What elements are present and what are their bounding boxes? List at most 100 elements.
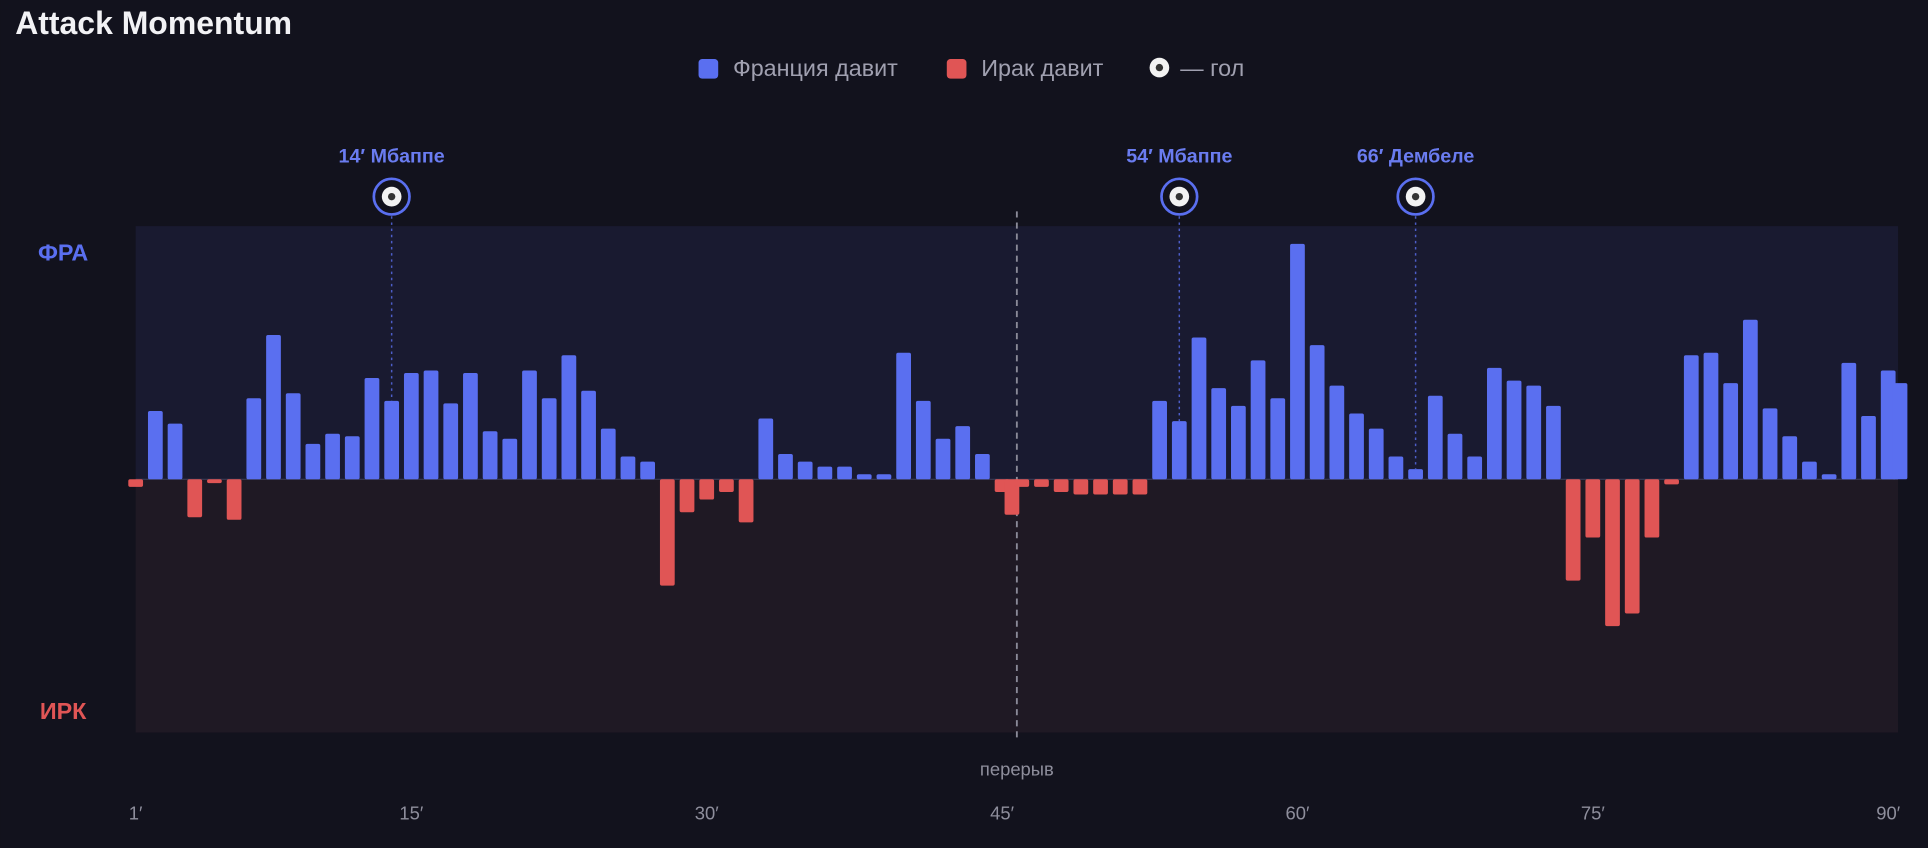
bar <box>1171 421 1187 480</box>
bar <box>581 390 596 480</box>
bar <box>1565 479 1581 581</box>
bar <box>1703 352 1719 480</box>
bar <box>1861 416 1876 480</box>
bar <box>541 398 557 480</box>
bar <box>1270 398 1286 480</box>
bar <box>167 423 183 480</box>
bar <box>1644 479 1660 538</box>
x-tick-label: 30′ <box>695 803 719 824</box>
bar <box>285 393 301 480</box>
bar <box>423 370 439 480</box>
bar <box>1427 395 1443 480</box>
bar <box>187 479 203 518</box>
bar <box>561 355 577 480</box>
bar <box>1762 408 1778 480</box>
x-tick-label: 90′ <box>1876 803 1900 824</box>
bar <box>1408 469 1423 480</box>
bar <box>1329 385 1345 480</box>
bar <box>1447 433 1463 480</box>
ball-icon <box>1149 57 1170 78</box>
bar <box>1290 243 1305 480</box>
bar <box>1605 479 1620 627</box>
bar <box>600 428 616 480</box>
bar <box>246 398 262 480</box>
bar <box>1191 337 1207 480</box>
bar <box>403 372 419 480</box>
bar <box>640 461 656 480</box>
bar <box>1742 319 1758 480</box>
legend-swatch <box>946 58 967 79</box>
goal-ball-patch <box>1411 192 1420 201</box>
bar <box>699 479 715 500</box>
bar <box>226 479 242 520</box>
bar <box>896 352 912 480</box>
bar <box>1664 479 1679 485</box>
bar <box>1546 405 1561 480</box>
bar <box>1132 479 1148 495</box>
bar <box>128 479 144 487</box>
goal-label: 66′ Дембеле <box>1357 145 1475 167</box>
bar <box>837 466 852 480</box>
bar <box>1841 362 1857 480</box>
bar <box>1880 370 1896 480</box>
legend-swatch <box>698 58 719 79</box>
bar <box>1349 413 1364 480</box>
chart-title: Attack Momentum <box>15 5 292 41</box>
team-label: ФРА <box>38 240 88 266</box>
x-tick-label: 1′ <box>129 803 143 824</box>
bar <box>463 372 478 480</box>
bar <box>1683 355 1699 480</box>
goal-ball-patch <box>1175 192 1183 201</box>
bar <box>1624 479 1640 614</box>
bar <box>1526 385 1542 480</box>
bar <box>1034 479 1049 487</box>
bar <box>719 479 734 492</box>
bar <box>502 438 518 480</box>
bar <box>620 456 636 480</box>
bar <box>384 400 400 480</box>
bar <box>305 443 321 480</box>
bar <box>1152 400 1167 480</box>
bar <box>955 426 971 480</box>
bar <box>1309 345 1325 480</box>
bar <box>522 370 537 480</box>
bar <box>1112 479 1128 495</box>
bar <box>1211 388 1227 480</box>
bar <box>817 466 833 480</box>
bar <box>1802 461 1817 480</box>
bar <box>147 410 163 480</box>
bar <box>1892 383 1908 480</box>
bar <box>758 418 774 480</box>
x-tick-label: 45′ <box>990 803 1014 824</box>
bar <box>364 378 380 480</box>
goal-label: 14′ Мбаппе <box>339 145 445 167</box>
legend-label: — гол <box>1180 55 1244 81</box>
bar <box>935 438 951 480</box>
bar <box>1506 380 1522 480</box>
bar <box>1053 479 1069 492</box>
bar <box>1073 479 1089 495</box>
bar <box>778 453 793 480</box>
bar <box>738 479 754 523</box>
halftime-label: перерыв <box>980 758 1054 779</box>
bar <box>1782 436 1798 480</box>
top-panel <box>135 226 1899 480</box>
bar <box>915 400 931 480</box>
bar <box>1821 474 1837 480</box>
legend-label: Ирак давит <box>981 55 1103 81</box>
bar <box>1368 428 1384 480</box>
bar <box>482 431 498 480</box>
bar <box>1723 383 1739 480</box>
bar <box>975 453 990 480</box>
bar <box>207 479 222 484</box>
bar <box>876 474 892 480</box>
bar <box>797 461 813 480</box>
goal-label: 54′ Мбаппе <box>1126 145 1232 167</box>
bar <box>1014 479 1030 487</box>
bar <box>1250 360 1266 480</box>
bar <box>679 479 695 513</box>
bar <box>344 436 360 480</box>
bar <box>1004 479 1020 515</box>
